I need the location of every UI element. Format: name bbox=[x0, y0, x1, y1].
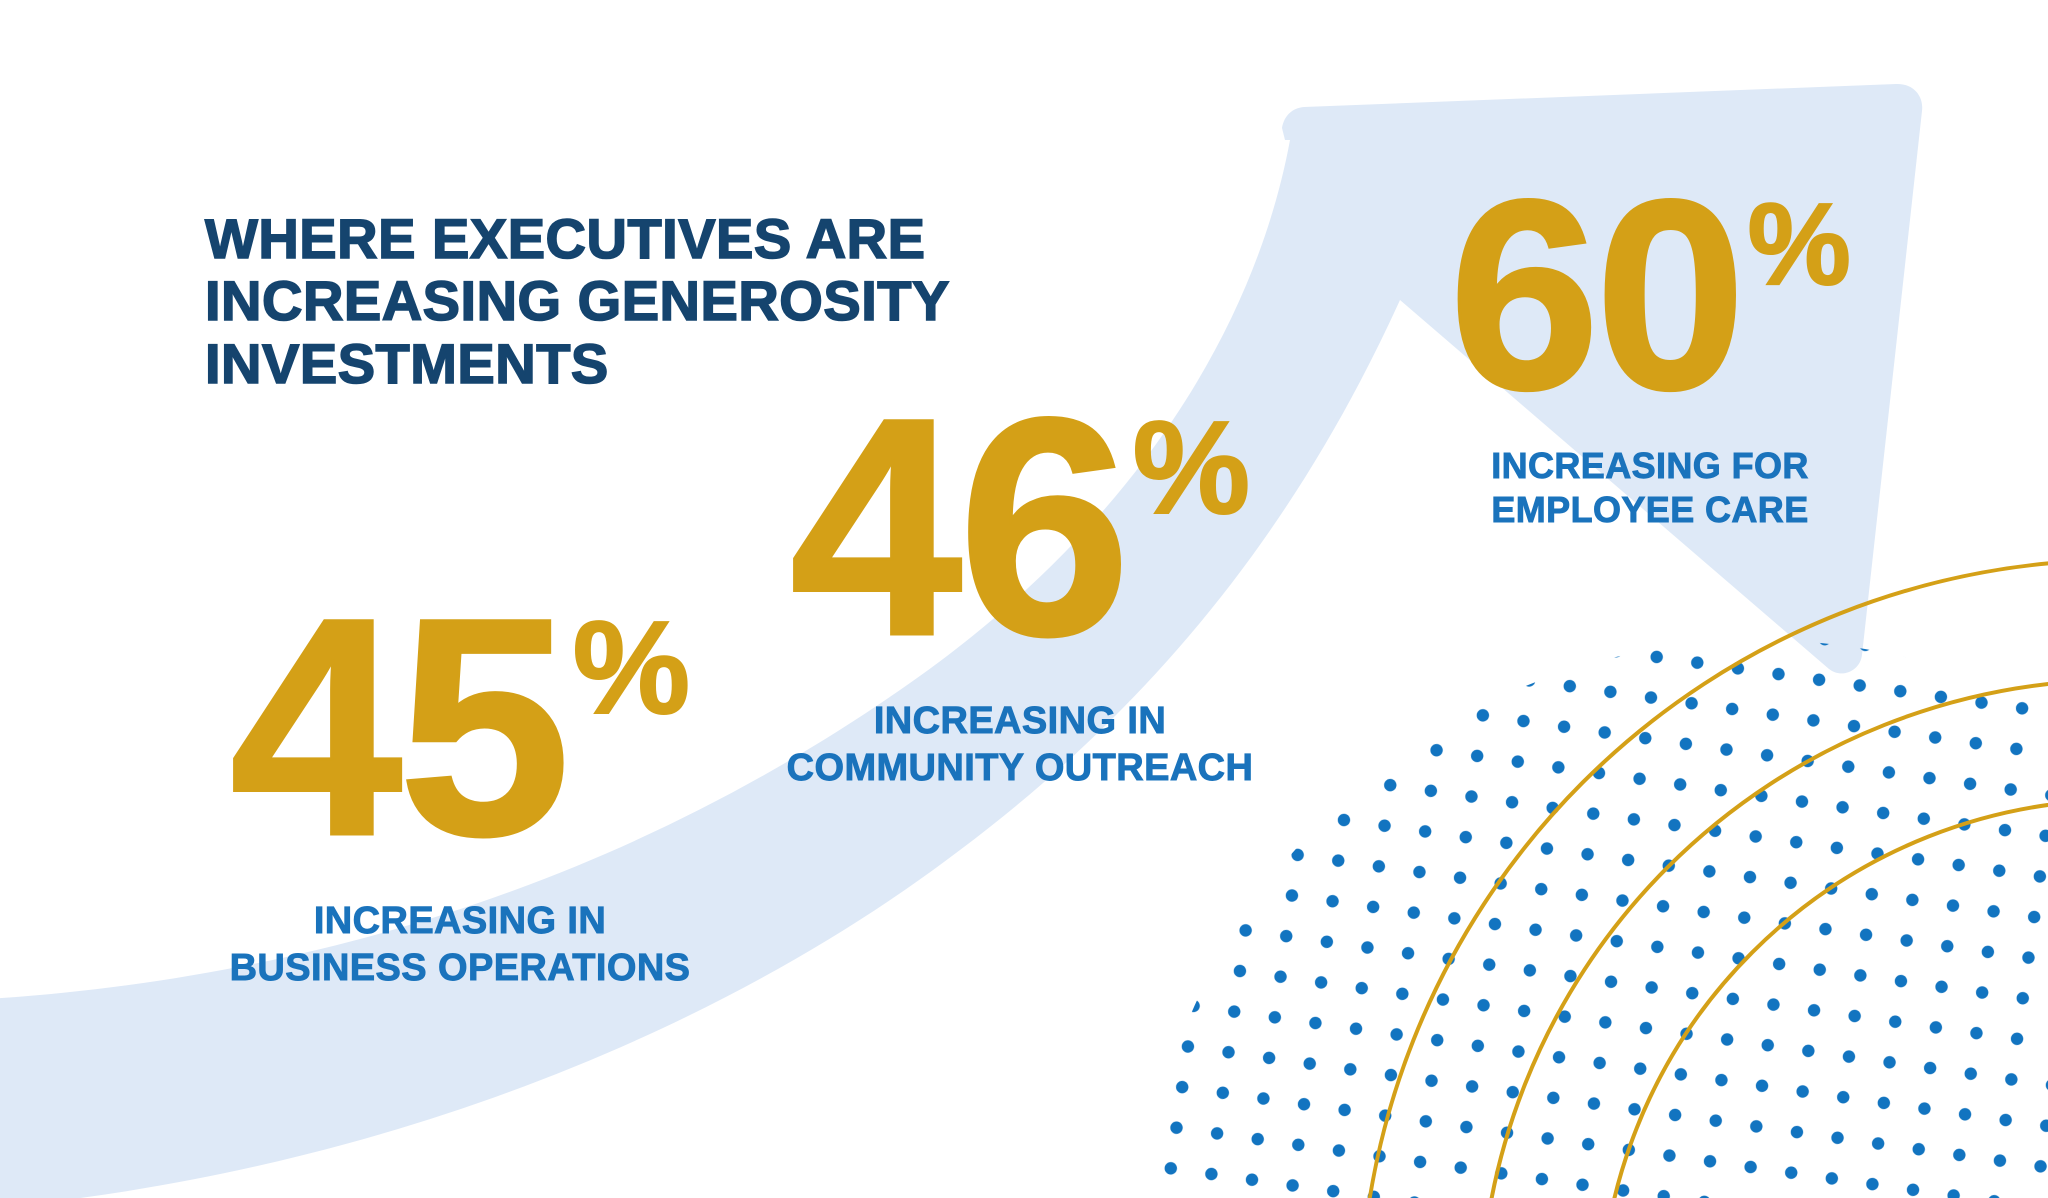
stat-label-employee-care: INCREASING FOR EMPLOYEE CARE bbox=[1380, 444, 1920, 532]
stat-value-60: 60 bbox=[1448, 145, 1747, 446]
percent-sign-icon: % bbox=[1132, 394, 1251, 541]
title-line-1: WHERE EXECUTIVES ARE bbox=[204, 206, 926, 270]
stat-label-community-outreach: INCREASING IN COMMUNITY OUTREACH bbox=[700, 698, 1340, 791]
page-title: WHERE EXECUTIVES ARE INCREASING GENEROSI… bbox=[204, 206, 1105, 396]
percent-sign-icon: % bbox=[572, 594, 691, 741]
stat-employee-care: 60 % INCREASING FOR EMPLOYEE CARE bbox=[1380, 145, 1920, 532]
title-line-3: INVESTMENTS bbox=[204, 331, 609, 395]
concentric-arcs bbox=[1367, 561, 2048, 1198]
stat-number-row: 46 % bbox=[700, 353, 1340, 700]
arc-inner bbox=[1612, 803, 2048, 1198]
stat-value-46: 46 bbox=[788, 353, 1132, 700]
stat-label-business-operations: INCREASING IN BUSINESS OPERATIONS bbox=[150, 898, 770, 991]
stat-label-line-2: EMPLOYEE CARE bbox=[1491, 489, 1809, 531]
stat-community-outreach: 46 % INCREASING IN COMMUNITY OUTREACH bbox=[700, 353, 1340, 791]
stat-label-line-2: BUSINESS OPERATIONS bbox=[229, 946, 691, 989]
stat-label-line-2: COMMUNITY OUTREACH bbox=[786, 746, 1254, 789]
percent-sign-icon: % bbox=[1747, 179, 1852, 309]
stat-label-line-1: INCREASING FOR bbox=[1491, 445, 1809, 487]
stat-number-row: 60 % bbox=[1380, 145, 1920, 446]
stat-label-line-1: INCREASING IN bbox=[873, 700, 1167, 743]
stat-value-45: 45 bbox=[228, 553, 572, 900]
stat-business-operations: 45 % INCREASING IN BUSINESS OPERATIONS bbox=[150, 553, 770, 991]
stat-label-line-1: INCREASING IN bbox=[313, 900, 607, 943]
arc-middle bbox=[1489, 682, 2048, 1198]
stat-number-row: 45 % bbox=[150, 553, 770, 900]
title-line-2: INCREASING GENEROSITY bbox=[204, 269, 950, 333]
arc-outer bbox=[1367, 561, 2048, 1198]
